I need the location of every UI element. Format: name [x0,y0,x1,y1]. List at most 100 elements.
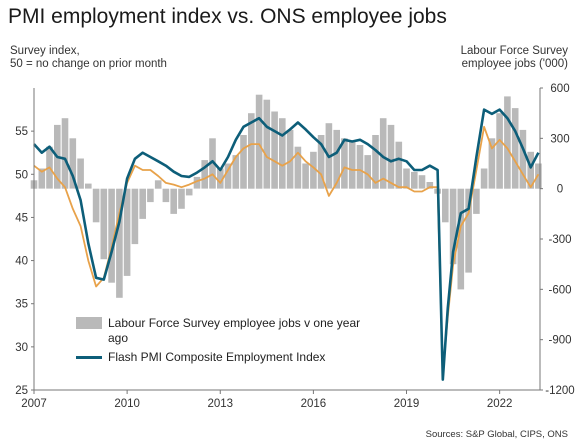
bar-employee-jobs [201,160,208,189]
bar-employee-jobs [294,146,302,189]
x-tick-label: 2013 [207,398,233,410]
bar-employee-jobs [473,188,480,214]
bar-employee-jobs [535,163,542,189]
bar-employee-jobs [527,151,534,189]
bar-employee-jobs [271,111,278,189]
bar-employee-jobs [131,188,139,245]
x-tick-label: 2016 [301,398,327,410]
left-tick-label: 55 [15,126,28,138]
left-tick-label: 30 [15,342,28,354]
left-axis-note: Survey index, 50 = no change on prior mo… [10,45,167,71]
bar-employee-jobs [426,182,434,189]
bar-employee-jobs [411,171,418,189]
chart-title: PMI employment index vs. ONS employee jo… [8,5,447,28]
bar-employee-jobs [372,135,379,189]
bar-employee-jobs [364,155,371,189]
bar-employee-jobs [418,175,426,189]
bar-employee-jobs [248,113,255,189]
left-tick-label: 45 [15,212,28,224]
bar-employee-jobs [511,108,519,189]
bar-employee-jobs [263,99,271,189]
right-tick-label: 0 [557,184,563,196]
bar-employee-jobs [504,96,511,189]
bar-employee-jobs [85,183,92,189]
right-tick-label: -300 [548,234,571,246]
x-tick-label: 2007 [21,398,47,410]
legend-label-bars: Labour Force Survey employee jobs v one … [108,316,361,345]
legend-swatch-bars [76,317,102,329]
bar-employee-jobs [224,163,232,189]
bar-employee-jobs [69,138,77,189]
bar-employee-jobs [61,118,69,189]
bar-employee-jobs [232,155,240,189]
bar-employee-jobs [209,138,216,189]
line-composite-employment [33,108,540,381]
x-tick-label: 2010 [114,398,140,410]
left-axis-note-line-1: Survey index, [10,45,80,57]
bar-employee-jobs [341,138,348,189]
left-tick-label: 25 [15,385,28,397]
left-tick-label: 50 [15,169,28,181]
bar-employee-jobs [38,168,46,189]
bar-employee-jobs [255,94,263,189]
legend-item-bars: Labour Force Survey employee jobs v one … [76,316,368,346]
right-tick-label: -600 [548,284,571,296]
bar-employee-jobs [387,124,395,189]
bar-employee-jobs [449,188,457,265]
bar-employee-jobs [217,168,224,189]
bar-employee-jobs [496,113,503,189]
bar-employee-jobs [465,188,472,273]
legend-item-composite: Flash PMI Composite Employment Index [76,350,368,365]
bar-employee-jobs [154,180,162,189]
right-axis-note: Labour Force Survey employee jobs ('000) [461,45,568,71]
bar-employee-jobs [139,188,146,219]
right-tick-label: 300 [550,133,569,145]
bar-employee-jobs [108,188,115,283]
bar-employee-jobs [403,168,410,189]
bar-series-group [30,94,542,298]
bar-employee-jobs [193,176,201,189]
bar-employee-jobs [356,145,364,189]
legend-swatch-composite [76,356,102,359]
source-note: Sources: S&P Global, CIPS, ONS [425,429,568,440]
right-axis-note-line-2: employee jobs ('000) [461,58,568,70]
bar-employee-jobs [116,188,123,298]
left-axis-note-line-2: 50 = no change on prior month [10,58,167,70]
bar-employee-jobs [519,129,527,189]
bar-employee-jobs [457,188,465,290]
legend: Labour Force Survey employee jobs v one … [76,316,368,369]
bar-employee-jobs [162,188,170,203]
bar-employee-jobs [310,151,317,189]
bar-employee-jobs [317,135,325,189]
bar-employee-jobs [147,188,154,203]
right-tick-label: 600 [550,83,569,95]
bar-employee-jobs [279,118,286,189]
bar-employee-jobs [442,188,449,223]
bar-employee-jobs [178,188,185,209]
axes-group: 25 30 35 40 45 50 55 -1200 -900 -600 -300 0 300 600 20… [15,83,575,410]
bar-employee-jobs [302,163,309,189]
line-series-group [33,108,540,381]
bar-employee-jobs [100,188,108,260]
bar-employee-jobs [286,129,294,189]
right-axis-note-line-1: Labour Force Survey [460,45,568,57]
x-tick-label: 2019 [394,398,420,410]
bar-employee-jobs [333,129,340,189]
left-tick-label: 40 [15,256,28,268]
bar-employee-jobs [170,188,177,214]
right-tick-label: -900 [548,335,571,347]
bar-employee-jobs [123,188,131,276]
bar-employee-jobs [379,118,387,189]
bar-employee-jobs [395,141,403,189]
bar-employee-jobs [240,135,247,189]
bar-employee-jobs [488,138,496,189]
right-tick-label: -1200 [545,385,574,397]
x-tick-label: 2022 [487,398,513,410]
legend-label-composite: Flash PMI Composite Employment Index [108,350,326,364]
bar-employee-jobs [185,188,193,196]
left-tick-label: 35 [15,299,28,311]
bar-employee-jobs [348,141,356,189]
bar-employee-jobs [480,168,488,189]
bar-employee-jobs [92,188,100,223]
